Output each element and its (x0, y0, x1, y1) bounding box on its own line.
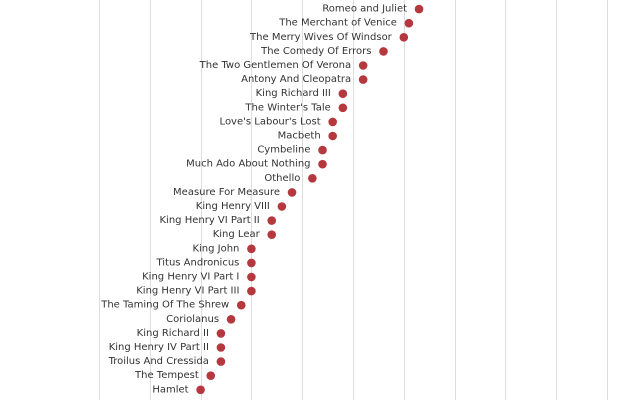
category-label: Cymbeline (257, 145, 310, 156)
data-point (277, 202, 287, 211)
data-points (196, 4, 424, 395)
category-label: Hamlet (152, 384, 188, 395)
category-label: The Two Gentlemen Of Verona (199, 60, 351, 71)
category-label: The Taming Of The Shrew (100, 300, 229, 311)
data-point (379, 47, 388, 56)
data-point (247, 272, 256, 282)
category-label: Love's Labour's Lost (220, 116, 321, 127)
category-label: The Comedy Of Errors (260, 46, 371, 57)
category-label: Measure For Measure (173, 187, 280, 198)
category-label: King Henry VI Part III (136, 286, 239, 297)
category-label: The Tempest (134, 370, 199, 381)
category-label: Troilus And Cressida (108, 356, 209, 367)
data-point (308, 174, 317, 183)
category-label: King Henry VI Part II (160, 215, 260, 226)
data-point (247, 244, 256, 254)
category-label: Titus Andronicus (155, 257, 239, 268)
category-label: The Winter's Tale (244, 102, 330, 113)
data-point (338, 103, 348, 113)
category-label: Antony And Cleopatra (241, 74, 351, 85)
category-label: The Merry Wives Of Windsor (249, 32, 393, 43)
data-point (318, 159, 327, 169)
data-point (196, 385, 205, 395)
data-point (226, 315, 236, 324)
category-label: Coriolanus (166, 314, 219, 325)
category-label: Macbeth (278, 131, 321, 142)
data-point (358, 61, 368, 70)
data-point (358, 75, 368, 84)
data-point (216, 357, 226, 366)
category-labels: King Henry IV Part I Romeo and Juliet The … (100, 0, 407, 395)
category-label: King Henry IV Part II (109, 342, 209, 353)
data-point (287, 188, 297, 197)
category-label: Othello (264, 173, 300, 184)
category-label: King Richard III (256, 88, 331, 99)
data-point (267, 230, 277, 239)
category-label: Much Ado About Nothing (186, 159, 310, 170)
category-label: King Richard II (137, 328, 209, 339)
data-point (414, 4, 424, 14)
data-point (216, 343, 226, 352)
category-label: King Henry IV Part I (310, 0, 407, 1)
data-point (206, 371, 216, 381)
data-point (328, 131, 337, 141)
category-label: King Henry VI Part I (142, 272, 239, 283)
data-point (236, 300, 246, 310)
category-label: King John (192, 243, 239, 254)
category-label: The Merchant of Venice (278, 18, 397, 29)
data-point (247, 286, 256, 296)
category-label: King Lear (213, 229, 261, 240)
category-label: Romeo and Juliet (322, 4, 407, 15)
data-point (399, 33, 409, 42)
data-point (267, 216, 277, 225)
data-point (247, 258, 256, 268)
data-point (318, 145, 327, 155)
data-point (404, 18, 414, 28)
data-point (328, 117, 337, 127)
data-point (338, 89, 348, 98)
category-label: King Henry VIII (196, 201, 270, 212)
data-point (216, 329, 226, 338)
gridlines (99, 0, 608, 400)
